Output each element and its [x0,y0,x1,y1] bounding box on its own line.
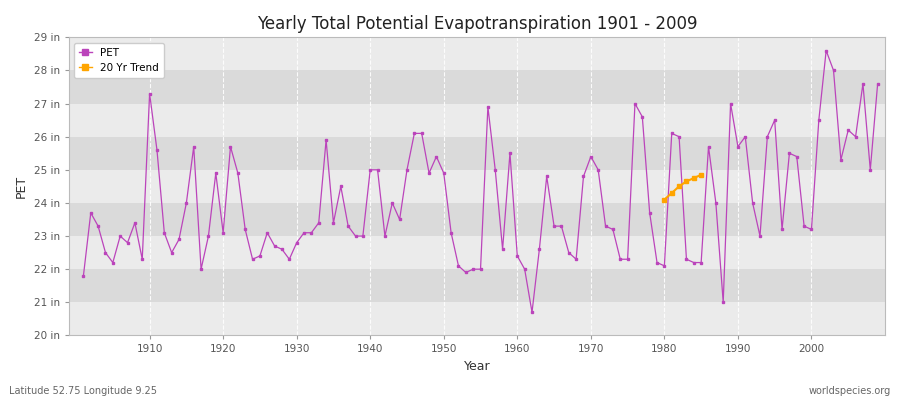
Title: Yearly Total Potential Evapotranspiration 1901 - 2009: Yearly Total Potential Evapotranspiratio… [256,15,698,33]
Text: Latitude 52.75 Longitude 9.25: Latitude 52.75 Longitude 9.25 [9,386,157,396]
Bar [68,170,885,203]
Text: worldspecies.org: worldspecies.org [809,386,891,396]
Bar [68,236,885,269]
Legend: PET, 20 Yr Trend: PET, 20 Yr Trend [74,42,164,78]
Bar [68,203,885,236]
Bar [68,137,885,170]
Bar [68,302,885,336]
Bar [68,104,885,137]
Y-axis label: PET: PET [15,175,28,198]
X-axis label: Year: Year [464,360,490,373]
Bar [68,269,885,302]
Bar [68,70,885,104]
Bar [68,37,885,70]
